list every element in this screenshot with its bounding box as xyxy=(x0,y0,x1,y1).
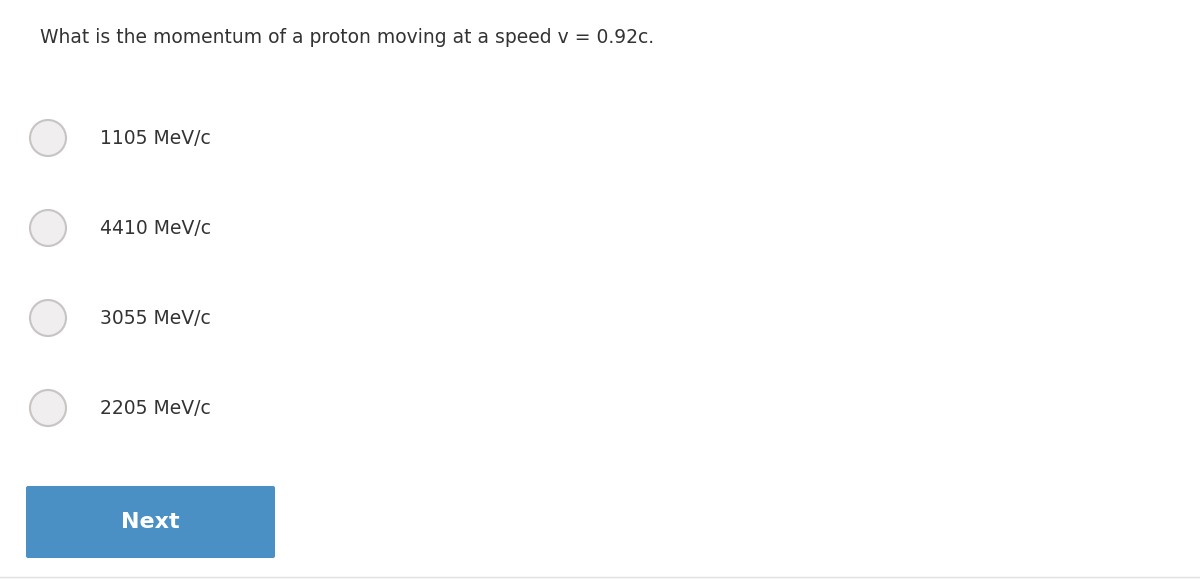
Ellipse shape xyxy=(30,120,66,156)
Text: Next: Next xyxy=(121,512,180,532)
FancyBboxPatch shape xyxy=(26,486,275,558)
Text: What is the momentum of a proton moving at a speed v = 0.92c.: What is the momentum of a proton moving … xyxy=(40,28,654,47)
Text: 3055 MeV/c: 3055 MeV/c xyxy=(100,309,211,328)
Ellipse shape xyxy=(30,390,66,426)
Ellipse shape xyxy=(30,210,66,246)
Text: 4410 MeV/c: 4410 MeV/c xyxy=(100,218,211,237)
Text: 2205 MeV/c: 2205 MeV/c xyxy=(100,398,211,417)
Ellipse shape xyxy=(30,300,66,336)
Text: 1105 MeV/c: 1105 MeV/c xyxy=(100,129,211,148)
